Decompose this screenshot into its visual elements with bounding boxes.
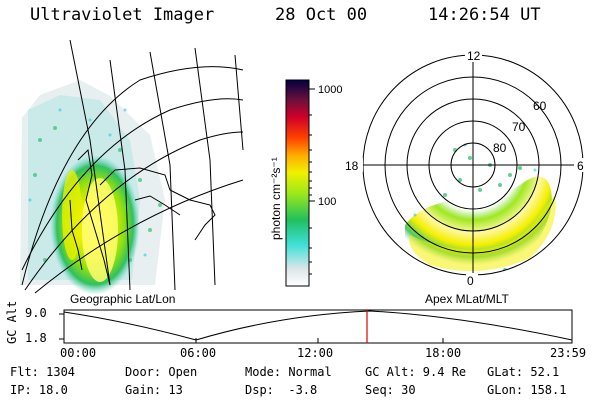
mlt-label-6: 6 [577,159,584,173]
gain-value: Gain: 13 [125,383,183,397]
ip-value: IP: 18.0 [10,383,68,397]
apex-panel-label: Apex MLat/MLT [425,292,509,306]
colorbar-label-1000: 1000 [318,84,342,96]
altitude-x-tick-0000: 00:00 [60,346,97,360]
gc-alt-value: GC Alt: 9.4 Re [365,365,467,379]
door-status: Door: Open [125,365,198,379]
geographic-panel-label: Geographic Lat/Lon [70,292,176,306]
polar-plot: 12 18 6 0 60 70 80 [343,48,586,288]
color-bar: 1000 100 photon cm⁻²s⁻¹ [269,79,342,287]
altitude-y-label: GC Alt [5,300,19,344]
glat-value: GLat: 52.1 [487,365,560,379]
altitude-y-tick-9: 9.0 [25,306,47,320]
mode-value: Mode: Normal [245,365,332,379]
altitude-x-tick-2359: 23:59 [550,346,587,360]
mlt-label-0: 0 [467,274,474,288]
colorbar-unit-label: photon cm⁻²s⁻¹ [269,157,283,240]
instrument-title: Ultraviolet Imager [30,5,215,25]
flight-number: Flt: 1304 [10,365,76,379]
seq-value: Seq: 30 [365,383,416,397]
time-label: 14:26:54 UT [428,5,541,25]
altitude-plot [59,309,573,344]
altitude-x-tick-1200: 12:00 [297,346,334,360]
lat-label-60: 60 [533,99,547,113]
date-label: 28 Oct 00 [275,5,368,25]
colorbar-label-100: 100 [318,196,336,208]
glon-value: GLon: 158.1 [487,383,567,397]
altitude-curve [63,310,573,341]
altitude-y-tick-1-8: 1.8 [25,331,47,345]
lat-label-80: 80 [493,141,507,155]
geographic-image [20,39,244,295]
mlt-label-18: 18 [345,159,359,173]
dsp-value: Dsp: -3.8 [245,383,318,397]
lat-label-70: 70 [512,120,526,134]
altitude-x-tick-1800: 18:00 [425,346,462,360]
mlt-label-12: 12 [467,49,481,63]
altitude-x-tick-0600: 06:00 [180,346,217,360]
